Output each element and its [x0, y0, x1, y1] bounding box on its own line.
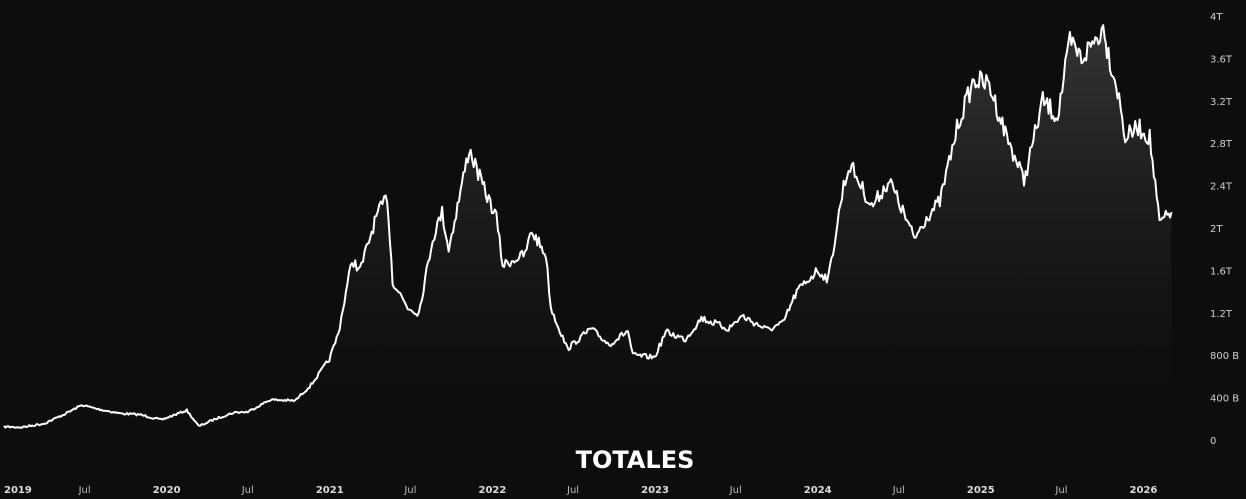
y-tick-label: 2.8T [1210, 139, 1233, 150]
x-tick-label: Jul [566, 485, 579, 496]
chart-title: TOTALES [576, 446, 695, 474]
x-tick-label: 2020 [153, 485, 181, 496]
x-tick-label: 2024 [804, 485, 832, 496]
x-tick-label: 2021 [316, 485, 344, 496]
x-tick-label: 2026 [1130, 485, 1158, 496]
y-axis: 0 400 B 800 B 1.2T 1.6T 2T 2.4T 2.8T 3.2T 3.6T 4T [1210, 12, 1239, 447]
x-tick-label: Jul [241, 485, 254, 496]
x-tick-label: 2022 [478, 485, 506, 496]
y-tick-label: 4T [1210, 12, 1223, 23]
x-tick-label: 2025 [967, 485, 995, 496]
y-tick-label: 3.6T [1210, 54, 1233, 65]
y-tick-label: 1.2T [1210, 309, 1233, 320]
x-tick-label: Jul [78, 485, 91, 496]
x-tick-label: 2019 [4, 485, 32, 496]
y-tick-label: 3.2T [1210, 97, 1233, 108]
y-tick-label: 0 [1210, 436, 1216, 447]
x-axis: 2019 Jul 2020 Jul 2021 Jul 2022 Jul 2023 Jul 2024 J… [4, 485, 1157, 496]
series-line [3, 24, 1173, 429]
x-tick-label: Jul [892, 485, 905, 496]
y-tick-label: 800 B [1210, 351, 1239, 362]
x-tick-label: Jul [729, 485, 742, 496]
x-tick-label: Jul [1054, 485, 1067, 496]
series-area [4, 25, 1172, 440]
y-tick-label: 1.6T [1210, 266, 1233, 277]
y-tick-label: 2.4T [1210, 182, 1233, 193]
x-tick-label: 2023 [641, 485, 669, 496]
y-tick-label: 2T [1210, 224, 1223, 235]
x-tick-label: Jul [403, 485, 416, 496]
y-tick-label: 400 B [1210, 394, 1239, 405]
